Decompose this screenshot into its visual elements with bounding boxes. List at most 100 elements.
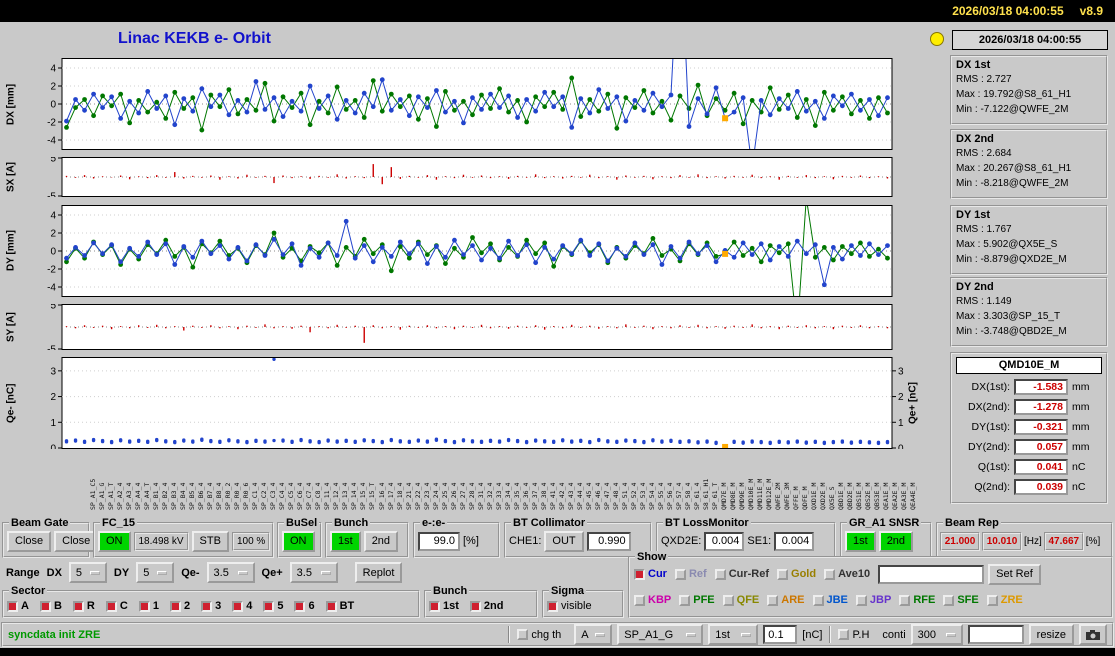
screenshot-button[interactable] [1079,624,1107,645]
fc15-stb-button[interactable]: STB [191,530,229,552]
checkbox[interactable] [7,600,18,612]
checkbox-item-ref[interactable]: Ref [674,568,707,580]
monitor-row: Q(2nd): 0.039 nC [956,477,1102,497]
checkbox[interactable] [39,600,51,612]
bpm-label: SP_33_4 [495,482,503,510]
che1-out-button[interactable]: OUT [544,530,584,552]
range-qe-plus-dropdown[interactable]: 3.5 [289,562,338,583]
checkbox[interactable] [674,568,686,580]
checkbox[interactable] [943,594,955,606]
checkbox[interactable] [855,594,867,606]
ee-ratio-field[interactable]: 99.0 [418,531,460,551]
checkbox-item-4[interactable]: 4 [232,600,252,612]
gr-a1-1st-button[interactable]: 1st [845,530,876,552]
monitor-select-dropdown[interactable]: SP_A1_G [617,624,704,645]
range-dy-label: DY [113,566,130,579]
checkbox[interactable] [201,600,213,612]
checkbox[interactable] [517,629,529,640]
checkbox-item-b[interactable]: B [39,600,62,612]
checkbox-item-3[interactable]: 3 [201,600,221,612]
checkbox-item-jbe[interactable]: JBE [812,594,848,606]
checkbox[interactable] [777,568,789,580]
chg-th-checkbox-item[interactable]: chg th [517,629,561,641]
checkbox[interactable] [986,594,998,606]
resize-button[interactable]: resize [1028,624,1074,645]
checkbox[interactable] [547,600,558,612]
bunch-select-dropdown[interactable]: 1st [708,624,759,645]
checkbox[interactable] [838,629,850,640]
checkbox[interactable] [169,600,181,612]
checkbox-item-2nd[interactable]: 2nd [469,600,503,612]
checkbox[interactable] [634,594,645,606]
bpm-label: SP_23_4 [423,482,431,510]
beam-gate-close-1-button[interactable]: Close [7,530,52,552]
checkbox-item-rfe[interactable]: RFE [899,594,935,606]
checkbox[interactable] [232,600,244,612]
checkbox-item-a[interactable]: A [7,600,29,612]
set-ref-input[interactable] [878,564,985,584]
checkbox-item-cur-ref[interactable]: Cur-Ref [714,568,769,580]
sector-select-dropdown[interactable]: A [574,624,613,645]
checkbox-item-r[interactable]: R [72,600,95,612]
checkbox[interactable] [429,600,440,612]
qxd2e-value-field[interactable]: 0.004 [704,531,745,551]
se1-value-field[interactable]: 0.004 [774,531,815,551]
checkbox[interactable] [714,568,726,580]
checkbox-item-ave10[interactable]: Ave10 [824,568,870,580]
checkbox-item-c[interactable]: C [105,600,128,612]
checkbox[interactable] [767,594,779,606]
checkbox[interactable] [138,600,150,612]
camera-icon [1086,629,1100,640]
checkbox[interactable] [294,600,306,612]
checkbox-item-pfe[interactable]: PFE [679,594,715,606]
checkbox-item-qfe[interactable]: QFE [722,594,759,606]
replot-button[interactable]: Replot [354,562,403,583]
checkbox-item-zre[interactable]: ZRE [986,594,1023,606]
gr-a1-2nd-button[interactable]: 2nd [878,530,914,552]
checkbox-item-5[interactable]: 5 [263,600,283,612]
bpm-label: SP_45_4 [585,482,593,510]
checkbox-item-jbp[interactable]: JBP [855,594,891,606]
bpm-label: SP_R0_2 [225,482,233,510]
checkbox-item-are[interactable]: ARE [767,594,805,606]
checkbox-item-6[interactable]: 6 [294,600,315,612]
set-ref-button[interactable]: Set Ref [988,563,1041,585]
che1-value-field[interactable]: 0.990 [586,531,631,551]
checkbox[interactable] [469,600,481,612]
interval-input[interactable] [967,625,1024,644]
busel-on-button[interactable]: ON [282,530,315,552]
checkbox-item-bt[interactable]: BT [325,600,354,612]
checkbox[interactable] [812,594,824,606]
checkbox[interactable] [722,594,734,606]
beam-rep-value-2: 10.010 [982,531,1022,551]
checkbox[interactable] [325,600,337,612]
checkbox[interactable] [899,594,911,606]
checkbox-item-2[interactable]: 2 [169,600,190,612]
checkbox-item-sfe[interactable]: SFE [943,594,979,606]
range-dy-dropdown[interactable]: 5 [136,562,175,583]
fc15-on-button[interactable]: ON [98,530,131,552]
bpm-label: SP_A4_4 [135,482,143,510]
group-gr-a1-snsr: GR_A1 SNSR 1st 2nd [840,517,932,558]
bunch-2nd-button[interactable]: 2nd [363,530,399,552]
bunch-1st-button[interactable]: 1st [330,530,361,552]
range-dx-dropdown[interactable]: 5 [68,562,107,583]
range-qe-minus-dropdown[interactable]: 3.5 [206,562,255,583]
checkbox[interactable] [824,568,836,580]
checkbox[interactable] [679,594,691,606]
checkbox-item-cur[interactable]: Cur [634,568,667,580]
points-dropdown[interactable]: 300 [910,624,963,645]
bpm-label: SP_B5_4 [189,482,197,510]
checkbox-item-kbp[interactable]: KBP [634,594,671,606]
ph-checkbox-item[interactable]: P.H [838,629,869,641]
checkbox[interactable] [105,600,117,612]
checkbox-item-1st[interactable]: 1st [429,600,459,612]
checkbox[interactable] [263,600,275,612]
checkbox-item-1[interactable]: 1 [138,600,159,612]
threshold-input[interactable] [763,625,798,644]
beam-gate-close-2-button[interactable]: Close [54,530,99,552]
checkbox-item-gold[interactable]: Gold [777,568,816,580]
checkbox[interactable] [634,568,645,580]
checkbox[interactable] [72,600,84,612]
checkbox-item-visible[interactable]: visible [547,600,592,612]
